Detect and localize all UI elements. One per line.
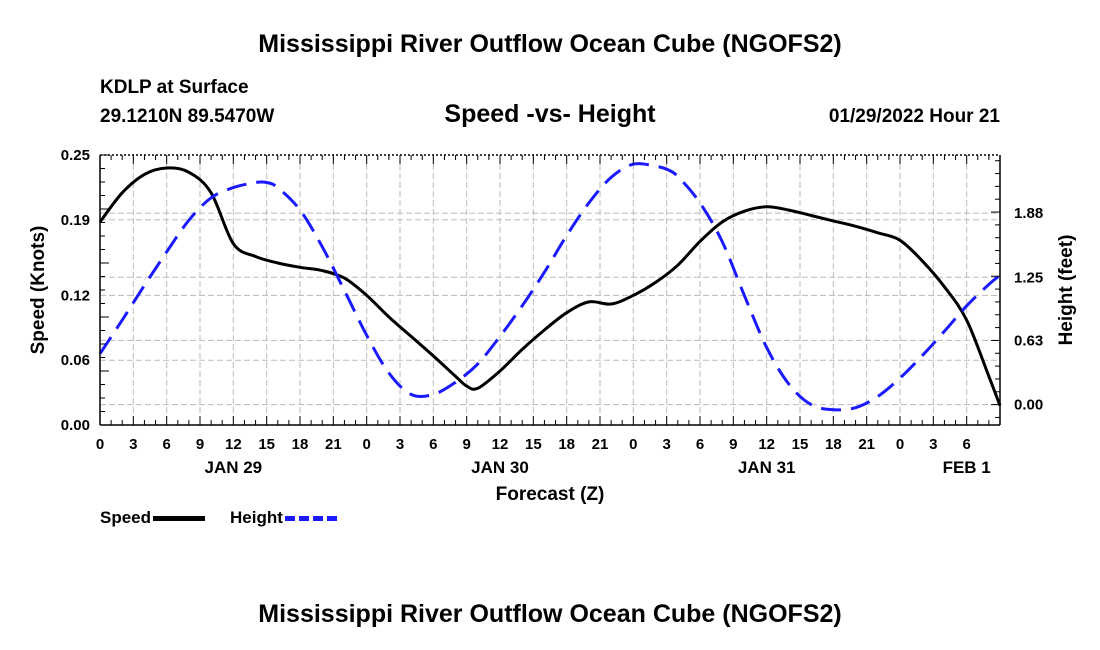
x-tick-label: 15 <box>525 436 542 453</box>
x-tick-label: 21 <box>325 436 342 453</box>
x-tick-label: 6 <box>962 436 970 453</box>
x-tick-label: 12 <box>758 436 775 453</box>
day-label: JAN 30 <box>471 458 529 477</box>
y-tick-label: 0.00 <box>61 417 90 434</box>
series-layer <box>98 162 1002 412</box>
x-tick-label: 18 <box>292 436 309 453</box>
station-coordinates: 29.1210N 89.5470W <box>100 106 275 127</box>
x-tick-label: 9 <box>729 436 737 453</box>
y-tick-label: 0.06 <box>61 352 90 369</box>
legend-height-label: Height <box>230 508 283 527</box>
x-tick-label: 6 <box>696 436 704 453</box>
day-label: JAN 31 <box>738 458 796 477</box>
x-tick-label: 3 <box>929 436 937 453</box>
y2-tick-label: 1.88 <box>1014 205 1043 222</box>
footer-title: Mississippi River Outflow Ocean Cube (NG… <box>258 600 842 628</box>
x-tick-label: 18 <box>825 436 842 453</box>
x-tick-label: 15 <box>792 436 809 453</box>
y-tick-label: 0.19 <box>61 212 90 229</box>
x-tick-label: 15 <box>258 436 275 453</box>
y2-tick-label: 0.00 <box>1014 397 1043 414</box>
day-label: JAN 29 <box>205 458 263 477</box>
x-tick-label: 21 <box>592 436 609 453</box>
x-tick-label: 9 <box>196 436 204 453</box>
y-tick-label: 0.25 <box>61 147 90 164</box>
speed-series-line <box>98 166 1002 407</box>
x-tick-label: 12 <box>492 436 509 453</box>
y-axis-title: Speed (Knots) <box>28 226 49 355</box>
y2-tick-label: 0.63 <box>1014 332 1043 349</box>
legend-speed-swatch <box>153 516 206 522</box>
x-tick-label: 6 <box>162 436 170 453</box>
x-tick-label: 3 <box>129 436 137 453</box>
x-tick-label: 6 <box>429 436 437 453</box>
legend-speed: Speed <box>100 508 206 528</box>
x-tick-label: 0 <box>896 436 904 453</box>
x-tick-label: 0 <box>629 436 637 453</box>
height-series-line <box>98 162 1001 412</box>
legend-height: Height <box>230 508 337 528</box>
legend-speed-label: Speed <box>100 508 152 527</box>
x-tick-label: 0 <box>362 436 370 453</box>
y2-tick-label: 1.25 <box>1014 269 1043 286</box>
x-tick-label: 12 <box>225 436 242 453</box>
chart-title: Mississippi River Outflow Ocean Cube (NG… <box>258 30 842 58</box>
x-tick-label: 9 <box>462 436 470 453</box>
chart-subtitle: Speed -vs- Height <box>444 100 656 128</box>
x-tick-label: 18 <box>558 436 575 453</box>
y2-axis-title: Height (feet) <box>1056 235 1077 346</box>
x-tick-label: 3 <box>662 436 670 453</box>
x-axis-title: Forecast (Z) <box>496 484 605 505</box>
tick-layer <box>99 154 1001 426</box>
x-tick-label: 21 <box>858 436 875 453</box>
y-tick-label: 0.12 <box>61 287 90 304</box>
station-label: KDLP at Surface <box>100 77 249 98</box>
day-label: FEB 1 <box>943 458 991 477</box>
grid-lines <box>100 155 1000 425</box>
label-layer: 0 3 6 9 12 15 18 21 0 3 6 9 12 15 18 21 0 3 6 9 12 15 18 21 0 3 6 J… <box>28 147 1077 505</box>
x-tick-label: 0 <box>96 436 104 453</box>
forecast-timestamp: 01/29/2022 Hour 21 <box>828 106 1000 127</box>
plot-frame <box>99 154 1001 426</box>
x-tick-label: 3 <box>396 436 404 453</box>
legend-height-swatch <box>284 516 337 522</box>
